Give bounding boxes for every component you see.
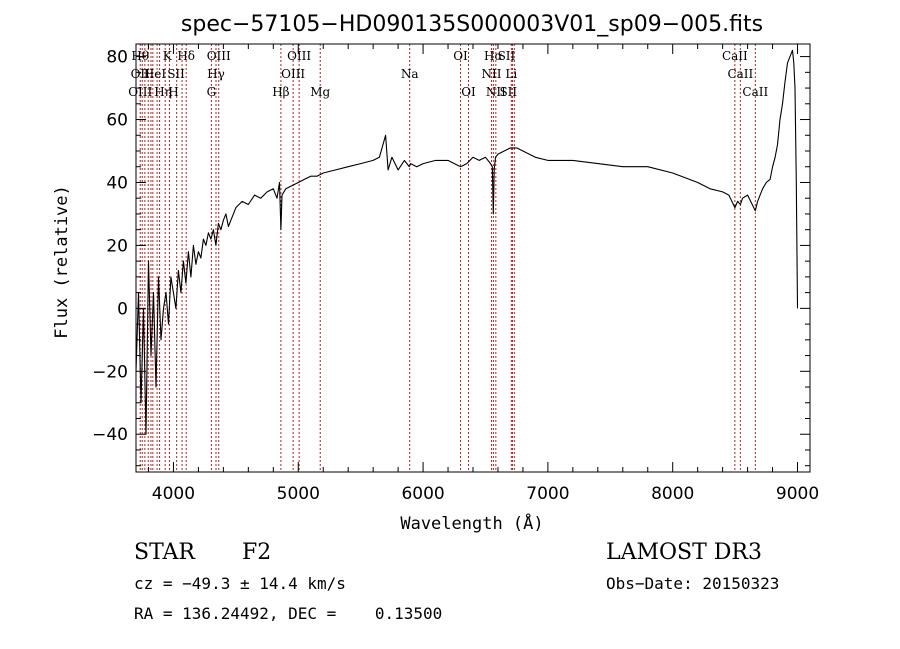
redshift-readout: cz = −49.3 ± 14.4 km/s [134,574,346,593]
line-label-30-0: CaII [727,67,753,81]
line-label-0-1: OII [131,67,151,81]
y-tick-label-6: 80 [106,48,128,68]
line-label-0-0: Hθ [131,49,149,63]
y-tick-label-5: 60 [106,111,128,131]
line-label-21-0: OI [453,49,468,63]
line-label-16-0: Hβ [272,85,289,99]
line-label-12-0: Hδ [177,49,195,63]
chart-title: spec−57105−HD090135S000003V01_sp09−005.f… [181,12,763,37]
line-label-22-0: OI [461,85,476,99]
line-label-26-0: Li [505,67,517,81]
object-class: STAR [134,540,195,565]
x-tick-label-1: 5000 [277,484,320,504]
object-subclass: F2 [242,540,272,565]
x-tick-label-2: 6000 [401,484,444,504]
y-tick-label-0: −40 [92,425,128,445]
line-label-25-0: NII [486,85,506,99]
line-label-17-0: OIII [281,67,305,81]
line-label-20-0: Na [401,67,419,81]
line-label-13-0: G [207,85,217,99]
x-tick-label-3: 7000 [526,484,569,504]
line-label-4-0: HeI [144,67,167,81]
line-label-27-0: SII [498,49,516,63]
line-label-11-0: SII [167,67,185,81]
line-label-0-2: OIII [128,85,152,99]
line-label-23-0: NII [481,67,501,81]
survey-name: LAMOST DR3 [606,540,762,565]
line-label-6-0: Hη [154,85,172,99]
line-label-9-0: H [168,85,178,99]
line-label-19-0: Mg [310,85,330,99]
y-tick-label-4: 40 [106,173,128,193]
x-axis-label: Wavelength (Å) [400,512,543,534]
line-label-15-0: OIII [207,49,231,63]
line-label-24-0: Hα [484,49,503,63]
y-tick-label-3: 20 [106,236,128,256]
x-tick-label-4: 8000 [651,484,694,504]
line-label-31-0: CaII [742,85,768,99]
spectral-lines [139,44,756,472]
x-tick-label-0: 4000 [152,484,195,504]
spectrum-line-0 [135,49,799,435]
plot-frame [135,43,811,473]
x-tick-label-5: 9000 [776,484,819,504]
line-label-29-0: CaII [722,49,748,63]
spectral-line-labels: Hθ OII OIII HeI Hη K H SII Hδ G Hγ OIII Hβ OIII OIII Mg… [128,49,768,99]
obs-date: Obs−Date: 20150323 [606,574,780,593]
y-tick-label-1: −20 [92,362,128,382]
axes: 4000 5000 6000 7000 8000 9000 −40 −20 0 20 40 60 80 [92,43,819,504]
line-label-8-0: K [163,49,173,63]
line-label-14-0: Hγ [207,67,225,81]
y-tick-label-2: 0 [117,299,128,319]
y-axis-label: Flux (relative) [52,185,72,339]
spectrum-series [135,49,799,435]
line-label-28-0: SII [499,85,517,99]
line-label-18-0: OIII [287,49,311,63]
coordinates: RA = 136.24492, DEC = 0.13500 [134,604,443,623]
